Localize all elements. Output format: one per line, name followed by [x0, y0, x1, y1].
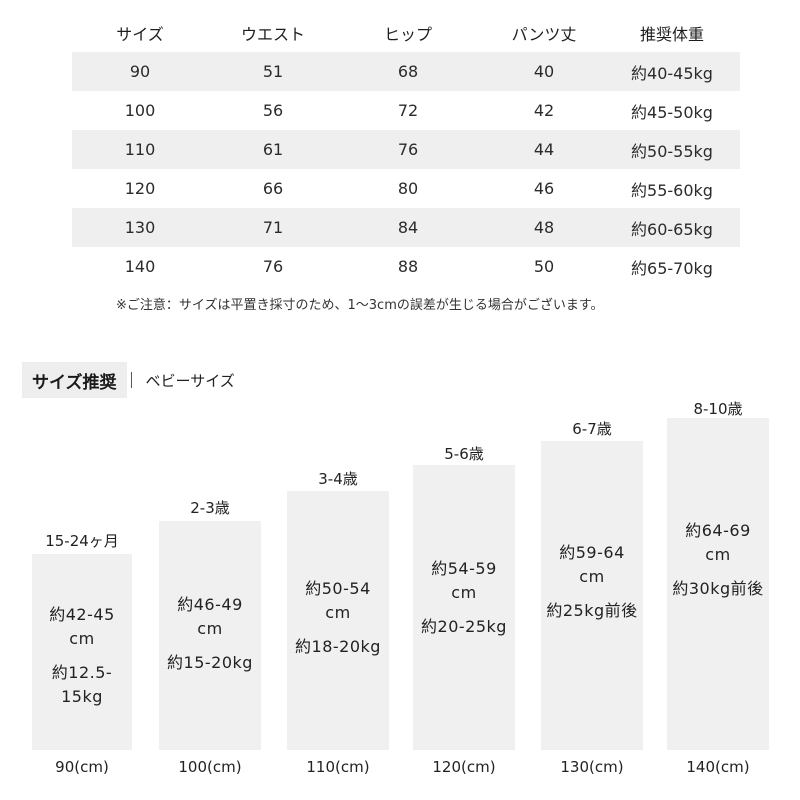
cell-size: 140: [124, 257, 156, 276]
cell-pants-length: 42: [533, 101, 555, 120]
size-bar: [159, 521, 261, 750]
bar-height-range: 約64-69: [685, 521, 751, 540]
cell-pants-length: 50: [533, 257, 555, 276]
bar-height-unit: cm: [579, 567, 605, 586]
bar-weight-range: 約12.5-: [51, 663, 113, 682]
header-waist: ウエスト: [240, 25, 305, 44]
bar-size-label: 120(cm): [432, 758, 496, 776]
cell-waist: 71: [262, 218, 284, 237]
cell-weight: 約50-55kg: [631, 141, 713, 161]
cell-pants-length: 44: [533, 140, 555, 159]
bar-age-label: 15-24ヶ月: [45, 532, 119, 550]
bar-height-unit: cm: [325, 603, 351, 622]
measurement-note: ※ご注意：サイズは平置き採寸のため、1〜3cmの誤差が生じる場合がございます。: [116, 298, 604, 313]
cell-weight: 約60-65kg: [631, 219, 713, 239]
bar-age-label: 8-10歳: [693, 400, 743, 418]
bar-age-label: 3-4歳: [318, 470, 358, 488]
bar-size-label: 140(cm): [686, 758, 750, 776]
cell-weight: 約40-45kg: [631, 63, 713, 83]
cell-pants-length: 40: [533, 62, 555, 81]
bar-height-range: 約42-45: [49, 605, 115, 624]
table-row: 130 71 84 48 約60-65kg: [72, 208, 740, 247]
size-bar: [541, 441, 643, 750]
header-recommended-weight: 推奨体重: [639, 25, 704, 44]
cell-weight: 約45-50kg: [631, 102, 713, 122]
bar-age-label: 5-6歳: [444, 445, 484, 463]
bar-info: 約59-64 cm 約25kg前後: [532, 541, 652, 623]
cell-waist: 66: [262, 179, 284, 198]
bar-weight-range: 約20-25kg: [421, 617, 507, 636]
size-bar: [32, 554, 132, 750]
cell-hip: 84: [397, 218, 419, 237]
bar-size-label: 100(cm): [178, 758, 242, 776]
table-row: 110 61 76 44 約50-55kg: [72, 130, 740, 169]
table-row: 120 66 80 46 約55-60kg: [72, 169, 740, 208]
section-title: サイズ推奨 ベビーサイズ: [22, 362, 235, 398]
bar-weight-range: 約18-20kg: [295, 637, 381, 656]
bar-weight-range: 約15-20kg: [167, 653, 253, 672]
size-bar: [413, 465, 515, 750]
bar-info: 約46-49 cm 約15-20kg: [150, 593, 270, 675]
cell-hip: 68: [397, 62, 419, 81]
title-divider: [130, 372, 132, 388]
bar-height-range: 約50-54: [305, 579, 371, 598]
bar-age-label: 2-3歳: [190, 499, 230, 517]
cell-weight: 約55-60kg: [631, 180, 713, 200]
cell-hip: 76: [397, 140, 419, 159]
bar-info: 約42-45 cm 約12.5- 15kg: [22, 603, 142, 709]
table-row: 100 56 72 42 約45-50kg: [72, 91, 740, 130]
size-bar: [287, 491, 389, 750]
cell-size: 90: [129, 62, 151, 81]
bar-height-unit: cm: [705, 545, 731, 564]
bar-info: 約64-69 cm 約30kg前後: [658, 519, 778, 601]
cell-size: 120: [124, 179, 156, 198]
table-row: 90 51 68 40 約40-45kg: [72, 52, 740, 91]
bar-weight-range-cont: 15kg: [61, 687, 103, 706]
header-size: サイズ: [116, 25, 164, 44]
bar-info: 約50-54 cm 約18-20kg: [278, 577, 398, 659]
cell-waist: 76: [262, 257, 284, 276]
bar-height-unit: cm: [69, 629, 95, 648]
cell-waist: 51: [262, 62, 284, 81]
cell-pants-length: 46: [533, 179, 555, 198]
bar-size-label: 110(cm): [306, 758, 370, 776]
cell-hip: 72: [397, 101, 419, 120]
cell-size: 130: [124, 218, 156, 237]
bar-weight-range: 約30kg前後: [672, 579, 764, 598]
bar-height-unit: cm: [197, 619, 223, 638]
header-hip: ヒップ: [383, 25, 432, 44]
cell-size: 100: [124, 101, 156, 120]
bar-age-label: 6-7歳: [572, 420, 612, 438]
cell-size: 110: [124, 140, 156, 159]
size-bar: [667, 418, 769, 750]
cell-waist: 56: [262, 101, 284, 120]
bar-height-range: 約54-59: [431, 559, 497, 578]
cell-pants-length: 48: [533, 218, 555, 237]
table-header-row: サイズ ウエスト ヒップ パンツ丈 推奨体重: [72, 14, 740, 52]
cell-waist: 61: [262, 140, 284, 159]
bar-height-unit: cm: [451, 583, 477, 602]
cell-hip: 80: [397, 179, 419, 198]
bar-height-range: 約46-49: [177, 595, 243, 614]
bar-size-label: 90(cm): [55, 758, 109, 776]
bar-info: 約54-59 cm 約20-25kg: [404, 557, 524, 639]
table-row: 140 76 88 50 約65-70kg: [72, 247, 740, 286]
section-subtitle: ベビーサイズ: [145, 371, 235, 390]
bar-height-range: 約59-64: [559, 543, 625, 562]
bar-weight-range: 約25kg前後: [546, 601, 638, 620]
section-title-main: サイズ推奨: [22, 362, 127, 398]
cell-hip: 88: [397, 257, 419, 276]
cell-weight: 約65-70kg: [631, 258, 713, 278]
header-pants-length: パンツ丈: [511, 25, 577, 44]
size-table: サイズ ウエスト ヒップ パンツ丈 推奨体重 90 51 68 40 約40-4…: [72, 14, 740, 286]
bar-size-label: 130(cm): [560, 758, 624, 776]
